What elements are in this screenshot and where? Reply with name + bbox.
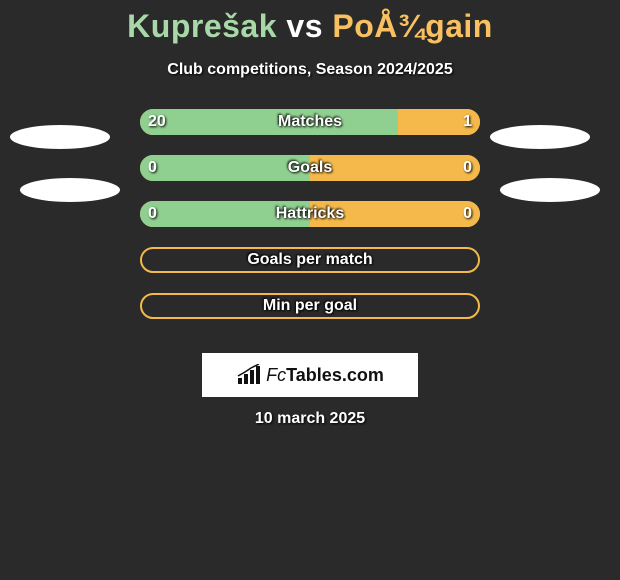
title-vs: vs (286, 8, 323, 44)
subtitle: Club competitions, Season 2024/2025 (0, 61, 620, 79)
stat-value-left: 0 (148, 155, 157, 181)
brand-text: FcTables.com (266, 365, 384, 386)
stat-value-right: 1 (463, 109, 472, 135)
decorative-ellipse (500, 178, 600, 202)
brand-chart-icon (236, 364, 262, 386)
stat-label: Matches (140, 109, 480, 135)
title-player2: PoÅ¾gain (332, 8, 492, 44)
stat-row: Goals per match (0, 247, 620, 273)
stat-row: Hattricks0 0 (0, 201, 620, 227)
page-title: Kuprešak vs PoÅ¾gain (0, 0, 620, 45)
title-player1: Kuprešak (127, 8, 277, 44)
stat-value-right: 0 (463, 201, 472, 227)
stat-value-left: 0 (148, 201, 157, 227)
stat-value-right: 0 (463, 155, 472, 181)
stat-label: Hattricks (140, 201, 480, 227)
decorative-ellipse (10, 125, 110, 149)
stat-value-left: 20 (148, 109, 166, 135)
stat-row: Min per goal (0, 293, 620, 319)
stat-bar: Goals per match (140, 247, 480, 273)
decorative-ellipse (20, 178, 120, 202)
date-text: 10 march 2025 (0, 410, 620, 428)
stat-bar: Hattricks0 0 (140, 201, 480, 227)
stat-label: Goals (140, 155, 480, 181)
stat-bar: Min per goal (140, 293, 480, 319)
stat-label: Min per goal (140, 293, 480, 319)
decorative-ellipse (490, 125, 590, 149)
brand-badge: FcTables.com (202, 353, 418, 397)
stat-row: Goals0 0 (0, 155, 620, 181)
stat-bar: Matches20 1 (140, 109, 480, 135)
stat-label: Goals per match (140, 247, 480, 273)
stat-bar: Goals0 0 (140, 155, 480, 181)
